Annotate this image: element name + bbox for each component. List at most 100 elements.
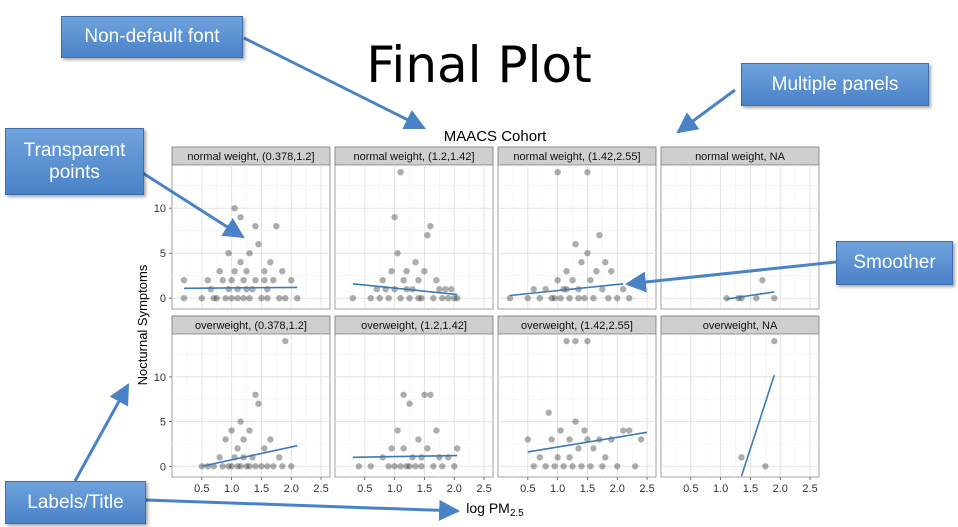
data-point xyxy=(424,232,431,239)
data-point xyxy=(234,463,241,470)
chart-title: MAACS Cohort xyxy=(444,128,547,145)
panel: overweight, (0.378,1.2] 0 5 10 0.5 1.0 1.5 2.0 2… xyxy=(154,315,331,495)
data-point xyxy=(454,295,461,302)
data-point xyxy=(252,391,259,398)
data-point xyxy=(255,400,262,407)
data-point xyxy=(454,445,461,452)
data-point xyxy=(237,214,244,221)
data-point xyxy=(614,463,621,470)
data-point xyxy=(542,463,549,470)
data-point xyxy=(554,169,561,176)
x-tick-label: 0.5 xyxy=(683,483,698,495)
y-tick-label: 0 xyxy=(160,293,166,305)
data-point xyxy=(276,454,283,461)
y-tick-label: 5 xyxy=(160,417,166,429)
data-point xyxy=(572,337,579,345)
callout-non-default-font: Non-default font xyxy=(61,16,243,58)
data-point xyxy=(415,295,422,302)
data-point xyxy=(418,295,425,302)
x-tick-label: 0.5 xyxy=(194,483,209,495)
data-point xyxy=(228,427,235,434)
data-point xyxy=(288,277,295,284)
data-point xyxy=(397,169,404,176)
data-point xyxy=(433,427,440,434)
data-point xyxy=(602,454,609,461)
data-point xyxy=(231,205,238,212)
data-point xyxy=(625,427,633,434)
x-tick-label: 0.5 xyxy=(520,483,535,495)
data-point xyxy=(252,223,259,230)
data-point xyxy=(439,463,446,470)
data-point xyxy=(219,463,226,470)
data-point xyxy=(261,277,268,284)
data-point xyxy=(391,214,398,221)
x-tick-label: 1.5 xyxy=(417,483,432,495)
data-point xyxy=(599,286,606,293)
data-point xyxy=(575,445,582,452)
data-point xyxy=(536,454,543,461)
data-point xyxy=(294,295,301,302)
arrow-smoother xyxy=(624,260,837,293)
data-point xyxy=(279,268,286,275)
x-tick-label: 0.5 xyxy=(357,483,372,495)
data-point xyxy=(261,445,268,452)
data-point xyxy=(448,286,455,293)
data-point xyxy=(237,259,244,266)
data-point xyxy=(406,463,413,470)
data-point xyxy=(228,295,235,302)
data-point xyxy=(282,337,289,345)
data-point xyxy=(572,241,579,248)
x-tick-label: 2.5 xyxy=(313,483,328,495)
data-point xyxy=(530,463,537,470)
data-point xyxy=(557,427,564,434)
callout-transparent-points: Transparent points xyxy=(5,128,144,195)
data-point xyxy=(548,295,555,302)
data-point xyxy=(213,295,220,302)
arrow-non-default-font xyxy=(243,36,426,130)
panel: overweight, (1.42,2.55] 0.5 1.0 1.5 2.0 2.5 xyxy=(497,315,657,495)
data-point xyxy=(620,427,627,434)
x-axis-label: log PM2.5 xyxy=(466,500,524,519)
data-point xyxy=(445,295,452,302)
data-point xyxy=(551,463,558,470)
data-point xyxy=(637,436,645,443)
panel: overweight, (1.2,1.42] 0.5 1.0 1.5 2.0 2.5 xyxy=(334,315,494,495)
data-point xyxy=(569,277,576,284)
data-point xyxy=(566,436,573,443)
data-point xyxy=(385,295,392,302)
data-point xyxy=(581,427,588,434)
data-point xyxy=(385,463,392,470)
callout-arrows xyxy=(73,36,837,521)
data-point xyxy=(524,295,532,302)
data-point xyxy=(394,427,401,434)
data-point xyxy=(406,400,413,407)
data-point xyxy=(243,268,250,275)
data-point xyxy=(240,277,247,284)
data-point xyxy=(587,277,594,284)
data-point xyxy=(753,295,760,302)
data-point xyxy=(590,295,597,302)
data-point xyxy=(418,463,425,470)
data-point xyxy=(548,436,555,443)
data-point xyxy=(252,463,259,470)
data-point xyxy=(240,436,247,443)
panel-strip-label: normal weight, (1.42,2.55] xyxy=(513,151,640,163)
data-point xyxy=(563,268,570,275)
data-point xyxy=(388,268,395,275)
data-point xyxy=(436,286,443,293)
panel-plot-area xyxy=(334,333,494,478)
panel-strip-label: normal weight, (1.2,1.42] xyxy=(353,151,474,163)
smoother-line xyxy=(726,291,775,300)
data-point xyxy=(264,463,271,470)
x-tick-label: 1.0 xyxy=(224,483,239,495)
data-point xyxy=(282,295,289,302)
y-tick-label: 0 xyxy=(160,461,166,473)
slide-title: Final Plot xyxy=(366,36,592,94)
data-point xyxy=(403,463,410,470)
data-point xyxy=(578,259,585,266)
data-point xyxy=(391,286,398,293)
data-point xyxy=(572,418,579,425)
data-point xyxy=(554,277,561,284)
data-point xyxy=(566,454,573,461)
